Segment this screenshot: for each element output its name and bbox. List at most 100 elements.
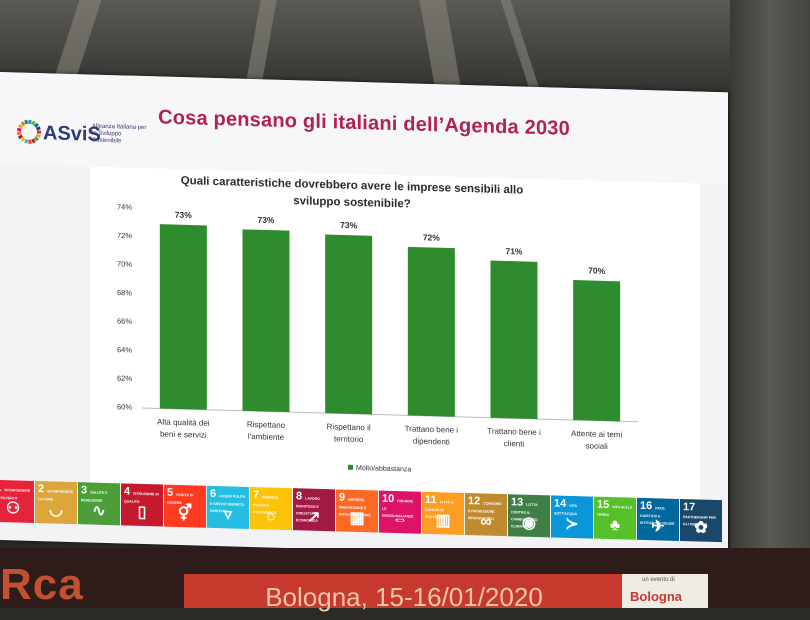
city-icon: ▥ [435,512,451,530]
wheel-segment [37,130,41,134]
sdg-goal-number: 6 [210,487,220,501]
y-tick-label: 66% [117,317,132,326]
bar-data-label: 73% [340,220,357,230]
family-icon: ⚇ [5,500,21,518]
x-tick-label: Rispettanol'ambiente [247,420,286,442]
slide-header: ASviS Alleanza Italiana per lo Sviluppo … [0,72,728,185]
bar-data-label: 73% [175,210,192,220]
wheel-segment [28,119,32,125]
sdg-goal-number: 4 [124,485,134,498]
bar-data-label: 71% [505,246,522,256]
sdg-goal-tile: 16 PACE, GIUSTIZIA E ISTITUZIONI SOLIDE ✈ [637,497,679,541]
wheel-segment [33,122,39,128]
wheel-segment [33,136,39,142]
sdg-goal-tile: 9 IMPRESE, INNOVAZIONE E INFRASTRUTTURE ▦ [336,489,378,533]
y-tick-label: 68% [117,288,132,297]
dove-icon: ✈ [651,518,665,536]
sdg-goal-number: 12 [468,495,484,508]
projection-screen: ASviS Alleanza Italiana per lo Sviluppo … [0,72,728,561]
event-brand-logo: Rca [0,560,84,609]
bar-data-label: 73% [257,215,274,225]
wheel-segment [18,134,23,140]
sdg-goal-number: 3 [81,484,91,497]
y-tick-label: 60% [117,402,132,411]
x-tick-label: Alta qualità deibeni e servizi [157,417,210,439]
sdg-goal-tile: 14 VITA SOTT'ACQUA ≻ [551,495,593,539]
water-icon: ▿ [223,506,233,524]
sdg-goal-tile: 3 SALUTE E BENESSERE ∿ [78,482,120,526]
y-tick-label: 70% [117,259,132,268]
asvis-logo: ASviS Alleanza Italiana per lo Sviluppo … [16,112,156,164]
venue-wall [730,0,810,608]
infinity-icon: ∞ [480,513,492,531]
y-tick-label: 64% [117,345,132,354]
x-tick-label: Attente ai temisociali [571,429,622,451]
sdg-goal-number: 14 [554,497,570,510]
wheel-segment [16,127,22,132]
sdg-goal-tile: 15 VITA SULLA TERRA ♣ [594,496,636,540]
growth-icon: ↗ [307,508,321,526]
sdg-goal-number: 17 [683,501,696,514]
legend-swatch [348,464,353,470]
bar [573,280,621,422]
y-tick-label: 74% [117,202,132,211]
bowl-icon: ◡ [49,501,63,519]
wheel-segment [24,119,29,125]
sdg-goal-tile: 2 SCONFIGGERE LA FAME ◡ [35,480,77,525]
sun-icon: ☼ [263,507,279,525]
chart-title: Quali caratteristiche dovrebbero avere l… [181,175,524,214]
fish-icon: ≻ [565,515,579,534]
sdg-goal-number: 10 [382,492,398,506]
bar [159,224,207,410]
sdg-goal-tile: 13 LOTTA CONTRO IL CAMBIAMENTO CLIMATICO… [508,494,550,538]
cubes-icon: ▦ [349,509,365,528]
wheel-segment [28,139,32,144]
sdg-wheel-icon [16,119,41,144]
bar [490,260,538,420]
sponsor-name: Bologna [630,589,682,604]
wheel-segment [35,126,41,131]
bar [325,234,373,415]
bar [242,229,290,413]
wheel-segment [16,131,22,136]
sdg-goal-number: 15 [597,498,613,512]
sdg-goal-tile: 6 ACQUA PULITA E SERVIZI IGIENICO-SANITA… [207,485,249,529]
flower-icon: ✿ [694,519,708,537]
sdg-goal-tile: 5 PARITÀ DI GENERE ⚥ [164,484,206,528]
gender-icon: ⚥ [177,504,193,523]
sdg-goal-number: 5 [167,486,177,499]
y-tick-label: 72% [117,231,132,240]
tree-icon: ♣ [609,517,621,535]
bar-data-label: 72% [423,232,440,242]
sdg-goal-number: 9 [339,491,349,504]
sdg-goal-tile: 17 PARTNERSHIP PER GLI OBIETTIVI ✿ [680,498,722,543]
sdg-goal-number: 16 [640,499,656,513]
wheel-segment [35,133,41,138]
book-icon: ▯ [137,503,147,522]
sdg-goal-tile: 12 CONSUMO E PRODUZIONE RESPONSABILI ∞ [465,492,507,537]
sdg-goal-tile: 1 SCONFIGGERE LA POVERTÀ⚇ [0,479,34,523]
wheel-segment [31,120,36,126]
sdg-goal-number: 2 [38,483,48,496]
wheel-segment [18,123,23,129]
sdg-goal-number: 8 [296,490,306,503]
x-tick-label: Trattano bene idipendenti [405,424,459,446]
wheel-segment [20,121,26,127]
sponsor-logo: un evento di Bologna [622,574,708,608]
x-axis-line [142,407,638,423]
heartbeat-icon: ∿ [92,502,106,520]
sdg-goal-number: 13 [511,496,527,509]
sdg-goal-tile: 4 ISTRUZIONE DI QUALITÀ ▯ [121,483,163,527]
sdg-goal-number: 11 [425,493,440,507]
wheel-segment [20,137,26,143]
legend-label: Molto/abbastanza [356,465,411,474]
wheel-segment [24,138,29,144]
wheel-segment [31,138,36,144]
y-tick-label: 62% [117,374,132,383]
bar-chart: Quali caratteristiche dovrebbero avere l… [117,175,638,474]
sdg-goal-number: 7 [253,489,263,502]
bar-data-label: 70% [588,265,605,275]
x-tick-label: Trattano bene iclienti [487,427,541,449]
equality-icon: ⇔ [392,510,408,529]
sdg-goal-tile: 10 RIDURRE LE DISUGUAGLIANZE ⇔ [379,490,421,534]
